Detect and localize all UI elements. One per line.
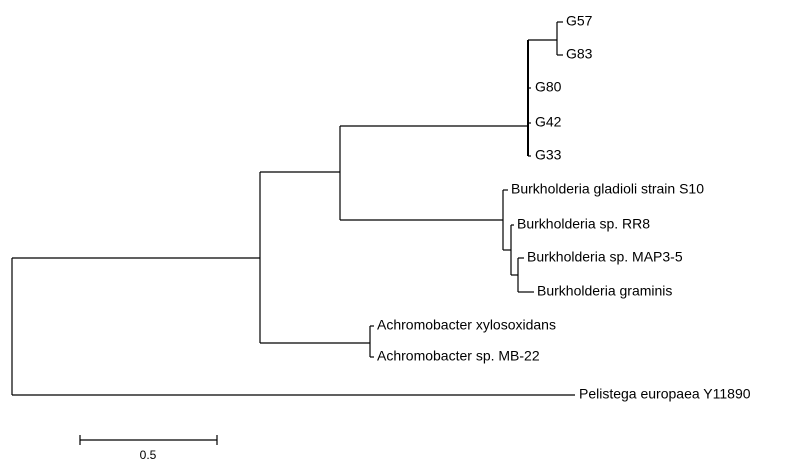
leaf-label: Achromobacter sp. MB-22 [377, 348, 540, 364]
leaf-label: Burkholderia sp. MAP3-5 [527, 249, 683, 265]
leaf-label: Burkholderia sp. RR8 [517, 216, 650, 232]
scale-bar: 0.5 [79, 435, 218, 461]
branches [11, 21, 575, 396]
leaf-label: Pelistega europaea Y11890 [579, 386, 751, 402]
scale-label: 0.5 [140, 448, 157, 461]
leaf-label: G42 [535, 114, 562, 130]
leaf-label: Achromobacter xylosoxidans [377, 317, 556, 333]
leaf-labels: G57 G83 G80 G42 G33 Burkholderia gladiol… [377, 13, 751, 402]
leaf-label: G33 [535, 147, 562, 163]
leaf-label: Burkholderia gladioli strain S10 [511, 181, 704, 197]
leaf-label: G80 [535, 79, 562, 95]
leaf-label: Burkholderia graminis [537, 283, 672, 299]
leaf-label: G83 [566, 46, 593, 62]
leaf-label: G57 [566, 13, 593, 29]
